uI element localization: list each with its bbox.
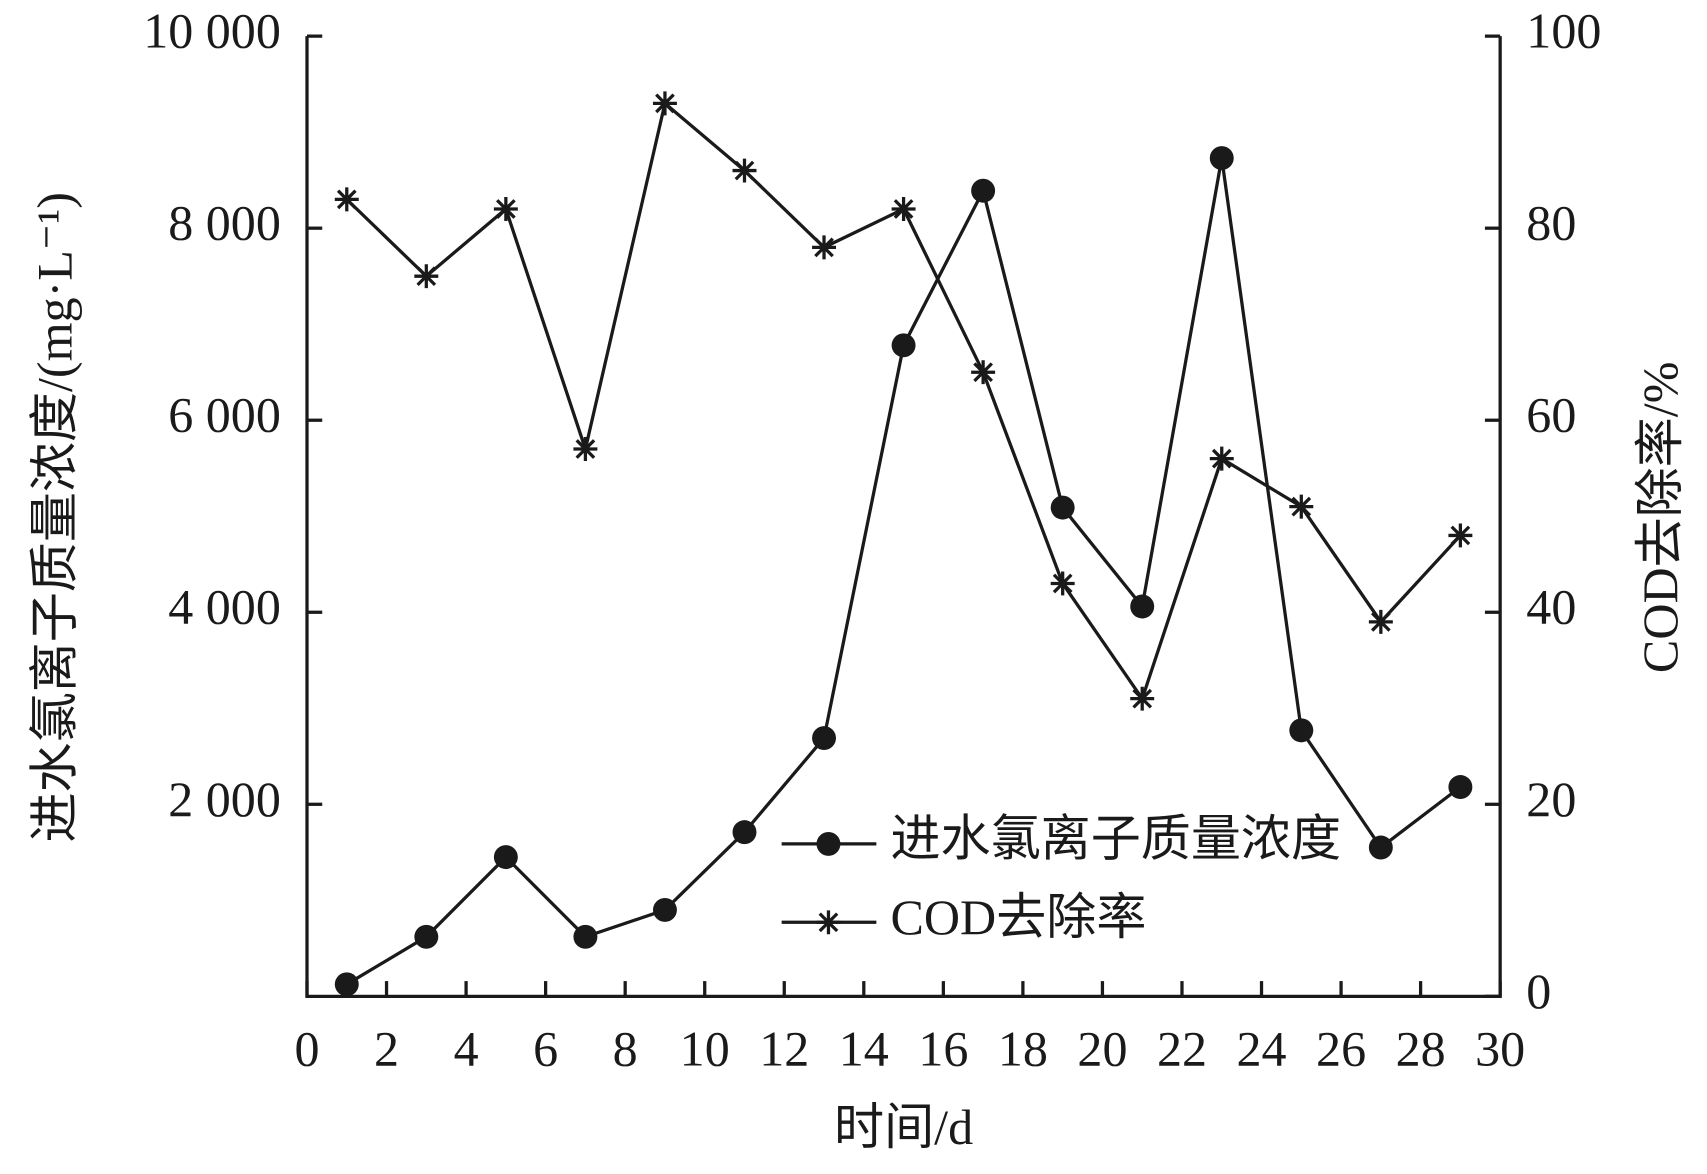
marker [1448, 523, 1473, 548]
marker [1289, 494, 1314, 519]
x-tick-label: 30 [1475, 1021, 1525, 1077]
x-tick-label: 24 [1236, 1021, 1286, 1077]
x-tick-label: 14 [839, 1021, 889, 1077]
marker [414, 924, 439, 949]
y2-tick-label: 40 [1526, 579, 1576, 635]
axes [305, 36, 1502, 998]
marker [334, 187, 359, 212]
y-axis-label: 进水氯离子质量浓度/(mg·L⁻¹) [26, 192, 82, 842]
x-tick-label: 0 [294, 1021, 319, 1077]
marker [816, 831, 841, 856]
marker [1448, 775, 1473, 799]
y2-tick-label: 100 [1526, 3, 1601, 59]
y-tick-label: 4 000 [168, 579, 281, 635]
marker [652, 897, 677, 922]
y2-tick-label: 0 [1526, 963, 1551, 1019]
x-tick-label: 20 [1077, 1021, 1127, 1077]
x-tick-label: 8 [613, 1021, 638, 1077]
marker [732, 158, 757, 183]
x-tick-label: 22 [1157, 1021, 1207, 1077]
marker [414, 264, 439, 289]
x-tick-label: 6 [533, 1021, 558, 1077]
x-tick-label: 16 [918, 1021, 968, 1077]
x-tick-label: 12 [759, 1021, 809, 1077]
marker [1050, 571, 1075, 596]
marker [891, 197, 916, 221]
marker [1368, 835, 1393, 860]
y2-tick-label: 60 [1526, 387, 1576, 443]
marker [812, 235, 837, 260]
marker [971, 360, 996, 385]
marker [493, 197, 518, 221]
marker [1050, 495, 1075, 520]
legend-label: 进水氯离子质量浓度 [891, 810, 1342, 866]
x-tick-label: 10 [680, 1021, 730, 1077]
marker [573, 924, 598, 949]
marker [971, 178, 996, 203]
marker [334, 972, 359, 997]
marker [1209, 446, 1234, 471]
marker [652, 91, 677, 116]
x-tick-label: 18 [998, 1021, 1048, 1077]
y-tick-label: 2 000 [168, 771, 281, 827]
y2-tick-label: 20 [1526, 771, 1576, 827]
marker [573, 437, 598, 461]
marker [812, 726, 837, 751]
y2-tick-label: 80 [1526, 195, 1576, 251]
x-axis-label: 时间/d [834, 1099, 973, 1155]
y-tick-label: 10 000 [143, 3, 281, 59]
marker [1289, 718, 1314, 743]
marker [891, 333, 916, 358]
x-tick-label: 2 [374, 1021, 399, 1077]
marker [816, 910, 841, 935]
marker [493, 845, 518, 870]
x-tick-label: 4 [454, 1021, 479, 1077]
marker [1368, 609, 1393, 634]
marker [1209, 146, 1234, 171]
marker [732, 820, 757, 845]
marker [1130, 686, 1155, 711]
x-tick-label: 26 [1316, 1021, 1366, 1077]
marker [1130, 594, 1155, 619]
y-tick-label: 6 000 [168, 387, 281, 443]
y-tick-label: 8 000 [168, 195, 281, 251]
series-line [345, 100, 1462, 703]
legend-label: COD去除率 [891, 889, 1147, 945]
x-tick-label: 28 [1396, 1021, 1446, 1077]
y2-axis-label: COD去除率/% [1632, 362, 1688, 674]
